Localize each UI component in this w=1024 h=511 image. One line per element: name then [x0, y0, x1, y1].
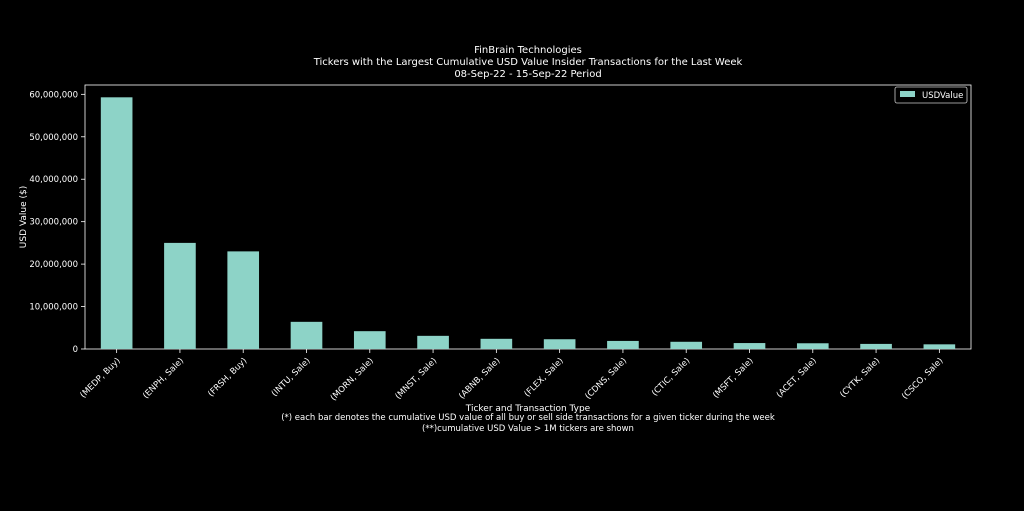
y-tick-label: 60,000,000 [29, 90, 78, 100]
x-axis: (MEDP, Buy) (ENPH, Sale) (FRSH, Buy) (INTU,… [78, 349, 945, 403]
x-tick-label: (CTIC, Sale) [650, 356, 692, 398]
x-tick-label: (CYTK, Sale) [838, 356, 882, 400]
bar [290, 321, 323, 349]
plot-frame [84, 84, 972, 350]
bar [543, 339, 576, 349]
bar [670, 341, 703, 349]
bar [796, 343, 829, 349]
bar [923, 344, 956, 349]
x-tick-label: (ACET, Sale) [775, 356, 819, 400]
x-tick-label: (MSFT, Sale) [711, 356, 755, 400]
x-tick-label: (ENPH, Sale) [141, 356, 186, 401]
bar [353, 331, 386, 349]
y-tick-label: 30,000,000 [29, 218, 78, 228]
bar [100, 97, 133, 349]
x-axis-label: Ticker and Transaction Type [465, 404, 591, 414]
y-tick-label: 20,000,000 [29, 260, 78, 270]
y-tick-label: 40,000,000 [29, 175, 78, 185]
chart-title-line: FinBrain Technologies [474, 45, 582, 56]
x-tick-label: (ABNB, Sale) [457, 356, 502, 401]
chart-title-line: 08-Sep-22 - 15-Sep-22 Period [454, 69, 601, 80]
bar [164, 242, 196, 349]
x-tick-label: (CSCO, Sale) [900, 356, 945, 401]
x-tick-label: (MORN, Sale) [329, 356, 376, 403]
legend-label: USDValue [922, 91, 963, 101]
chart-title-line: Tickers with the Largest Cumulative USD … [313, 57, 743, 68]
footnote: (**)cumulative USD Value > 1M tickers ar… [422, 424, 634, 434]
y-tick-label: 0 [73, 345, 78, 355]
y-axis-label: USD Value ($) [19, 186, 29, 248]
x-tick-label: (MEDP, Buy) [78, 356, 122, 400]
bar [607, 340, 639, 349]
bar [733, 343, 766, 349]
y-tick-label: 10,000,000 [29, 303, 78, 313]
x-tick-label: (FRSH, Buy) [206, 356, 249, 399]
footnotes: (*) each bar denotes the cumulative USD … [281, 413, 775, 434]
bar [860, 343, 892, 349]
x-tick-label: (INTU, Sale) [270, 356, 313, 399]
legend-swatch [900, 91, 915, 97]
footnote: (*) each bar denotes the cumulative USD … [281, 413, 775, 423]
x-tick-label: (CDNS, Sale) [583, 356, 629, 402]
y-tick-label: 50,000,000 [29, 133, 78, 143]
y-axis: 0 10,000,000 20,000,000 30,000,000 40,000,00… [29, 90, 85, 355]
bar [480, 338, 513, 349]
legend: USDValue [894, 86, 968, 104]
bar [417, 335, 449, 349]
bars [100, 97, 956, 349]
x-tick-label: (FLEX, Sale) [523, 356, 566, 399]
bar [227, 251, 260, 349]
x-tick-label: (MNST, Sale) [394, 356, 440, 402]
